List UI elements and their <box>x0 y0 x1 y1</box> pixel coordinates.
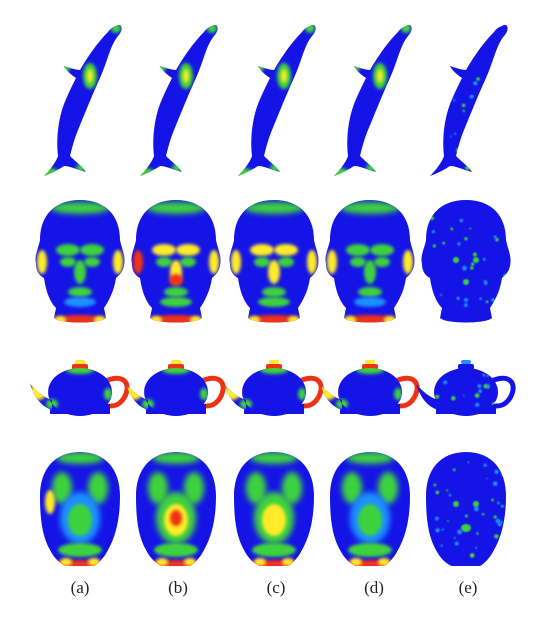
male-head-render-a <box>35 200 125 323</box>
caption-a: (a) <box>70 578 90 597</box>
caption-d: (d) <box>364 578 384 597</box>
female-head-render-e <box>426 452 506 566</box>
teapot-render-e <box>412 360 516 416</box>
dolphin-render-a <box>44 24 122 177</box>
female-head-render-a <box>40 452 120 566</box>
dolphin-render-d <box>334 24 412 177</box>
teapot-render-b <box>122 360 226 416</box>
female-head-render-b <box>136 452 216 566</box>
female-head-render-d <box>330 452 410 566</box>
male-head-render-e <box>421 200 511 323</box>
male-head-render-d <box>325 200 415 323</box>
male-head-render-b <box>131 200 221 323</box>
teapot-render-c <box>220 360 324 416</box>
teapot-render-a <box>26 360 130 416</box>
dolphin-render-b <box>140 24 218 177</box>
caption-c: (c) <box>266 578 286 597</box>
caption-e: (e) <box>458 578 478 597</box>
teapot-render-d <box>316 360 420 416</box>
caption-b: (b) <box>168 578 188 597</box>
female-head-render-c <box>234 452 314 566</box>
male-head-render-c <box>229 200 319 323</box>
dolphin-render-c <box>238 24 316 177</box>
dolphin-render-e <box>430 24 508 176</box>
